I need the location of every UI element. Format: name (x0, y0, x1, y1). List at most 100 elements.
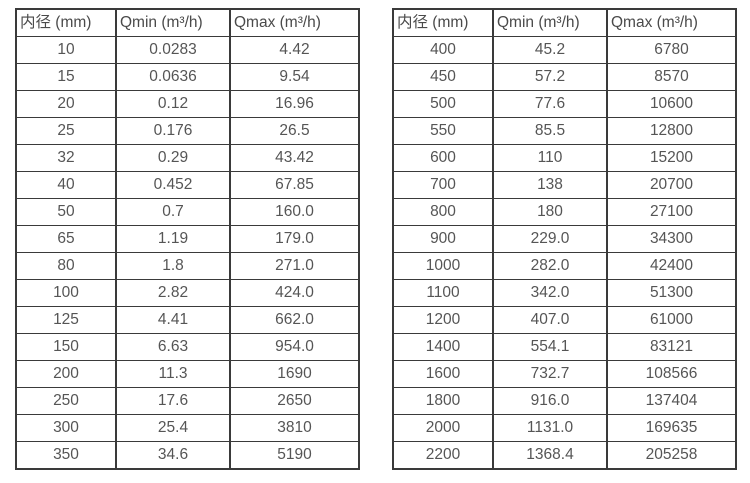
table-row: 32 0.29 43.42 (15, 144, 360, 172)
table-row: 80 1.8 271.0 (15, 252, 360, 280)
diameter-cell: 50 (15, 198, 117, 226)
diameter-cell: 65 (15, 225, 117, 253)
qmin-cell: 1368.4 (492, 441, 608, 470)
qmax-cell: 15200 (606, 144, 737, 172)
diameter-cell: 1600 (392, 360, 494, 388)
qmin-cell: 17.6 (115, 387, 231, 415)
diameter-cell: 1800 (392, 387, 494, 415)
qmax-cell: 205258 (606, 441, 737, 470)
diameter-cell: 125 (15, 306, 117, 334)
qmin-cell: 1131.0 (492, 414, 608, 442)
table-row: 400 45.2 6780 (392, 36, 737, 64)
table-row: 1800 916.0 137404 (392, 387, 737, 415)
diameter-cell: 250 (15, 387, 117, 415)
diameter-cell: 150 (15, 333, 117, 361)
table-row: 450 57.2 8570 (392, 63, 737, 91)
table-row: 100 2.82 424.0 (15, 279, 360, 307)
qmin-header: Qmin (m³/h) (492, 8, 608, 37)
qmax-cell: 179.0 (229, 225, 360, 253)
table-row: 500 77.6 10600 (392, 90, 737, 118)
qmax-cell: 20700 (606, 171, 737, 199)
table-row: 1400 554.1 83121 (392, 333, 737, 361)
table-row: 250 17.6 2650 (15, 387, 360, 415)
diameter-cell: 80 (15, 252, 117, 280)
table-row: 40 0.452 67.85 (15, 171, 360, 199)
header-row: 内径 (mm) Qmin (m³/h) Qmax (m³/h) (392, 8, 737, 37)
table-row: 600 110 15200 (392, 144, 737, 172)
table-row: 700 138 20700 (392, 171, 737, 199)
qmin-cell: 407.0 (492, 306, 608, 334)
qmax-cell: 424.0 (229, 279, 360, 307)
qmax-cell: 160.0 (229, 198, 360, 226)
table-row: 50 0.7 160.0 (15, 198, 360, 226)
diameter-cell: 1400 (392, 333, 494, 361)
spec-table-large-diameters: 内径 (mm) Qmin (m³/h) Qmax (m³/h) 400 45.2 678… (392, 8, 737, 470)
qmax-cell: 108566 (606, 360, 737, 388)
qmax-cell: 61000 (606, 306, 737, 334)
table-row: 25 0.176 26.5 (15, 117, 360, 145)
table-row: 1000 282.0 42400 (392, 252, 737, 280)
qmin-cell: 554.1 (492, 333, 608, 361)
qmax-cell: 5190 (229, 441, 360, 470)
qmin-cell: 11.3 (115, 360, 231, 388)
table-row: 1600 732.7 108566 (392, 360, 737, 388)
diameter-cell: 600 (392, 144, 494, 172)
qmax-header: Qmax (m³/h) (606, 8, 737, 37)
qmin-cell: 25.4 (115, 414, 231, 442)
diameter-cell: 15 (15, 63, 117, 91)
qmax-cell: 26.5 (229, 117, 360, 145)
diameter-cell: 20 (15, 90, 117, 118)
qmax-cell: 67.85 (229, 171, 360, 199)
diameter-cell: 2200 (392, 441, 494, 470)
table-row: 2200 1368.4 205258 (392, 441, 737, 470)
table-row: 125 4.41 662.0 (15, 306, 360, 334)
diameter-cell: 450 (392, 63, 494, 91)
diameter-cell: 2000 (392, 414, 494, 442)
table-row: 1200 407.0 61000 (392, 306, 737, 334)
diameter-cell: 1100 (392, 279, 494, 307)
qmax-cell: 4.42 (229, 36, 360, 64)
diameter-cell: 550 (392, 117, 494, 145)
diameter-cell: 25 (15, 117, 117, 145)
diameter-cell: 500 (392, 90, 494, 118)
diameter-cell: 200 (15, 360, 117, 388)
diameter-cell: 1000 (392, 252, 494, 280)
table-row: 550 85.5 12800 (392, 117, 737, 145)
qmin-cell: 282.0 (492, 252, 608, 280)
diameter-cell: 800 (392, 198, 494, 226)
qmin-cell: 0.0636 (115, 63, 231, 91)
diameter-cell: 900 (392, 225, 494, 253)
qmax-cell: 9.54 (229, 63, 360, 91)
diameter-cell: 100 (15, 279, 117, 307)
diameter-header: 内径 (mm) (392, 8, 494, 37)
diameter-cell: 400 (392, 36, 494, 64)
diameter-cell: 32 (15, 144, 117, 172)
qmin-cell: 57.2 (492, 63, 608, 91)
table-row: 300 25.4 3810 (15, 414, 360, 442)
qmin-cell: 0.7 (115, 198, 231, 226)
diameter-cell: 1200 (392, 306, 494, 334)
qmax-cell: 34300 (606, 225, 737, 253)
qmax-cell: 83121 (606, 333, 737, 361)
table-header: 内径 (mm) Qmin (m³/h) Qmax (m³/h) (15, 8, 360, 37)
qmin-cell: 34.6 (115, 441, 231, 470)
qmax-cell: 16.96 (229, 90, 360, 118)
qmax-cell: 662.0 (229, 306, 360, 334)
table-row: 350 34.6 5190 (15, 441, 360, 470)
qmax-cell: 954.0 (229, 333, 360, 361)
table-row: 20 0.12 16.96 (15, 90, 360, 118)
qmin-cell: 77.6 (492, 90, 608, 118)
qmax-cell: 3810 (229, 414, 360, 442)
table-row: 1100 342.0 51300 (392, 279, 737, 307)
spec-table-small-diameters: 内径 (mm) Qmin (m³/h) Qmax (m³/h) 10 0.0283 4.… (15, 8, 360, 470)
qmin-cell: 0.452 (115, 171, 231, 199)
table-row: 10 0.0283 4.42 (15, 36, 360, 64)
qmax-cell: 2650 (229, 387, 360, 415)
qmax-cell: 42400 (606, 252, 737, 280)
qmax-cell: 137404 (606, 387, 737, 415)
qmax-header: Qmax (m³/h) (229, 8, 360, 37)
table-header: 内径 (mm) Qmin (m³/h) Qmax (m³/h) (392, 8, 737, 37)
header-row: 内径 (mm) Qmin (m³/h) Qmax (m³/h) (15, 8, 360, 37)
diameter-cell: 10 (15, 36, 117, 64)
